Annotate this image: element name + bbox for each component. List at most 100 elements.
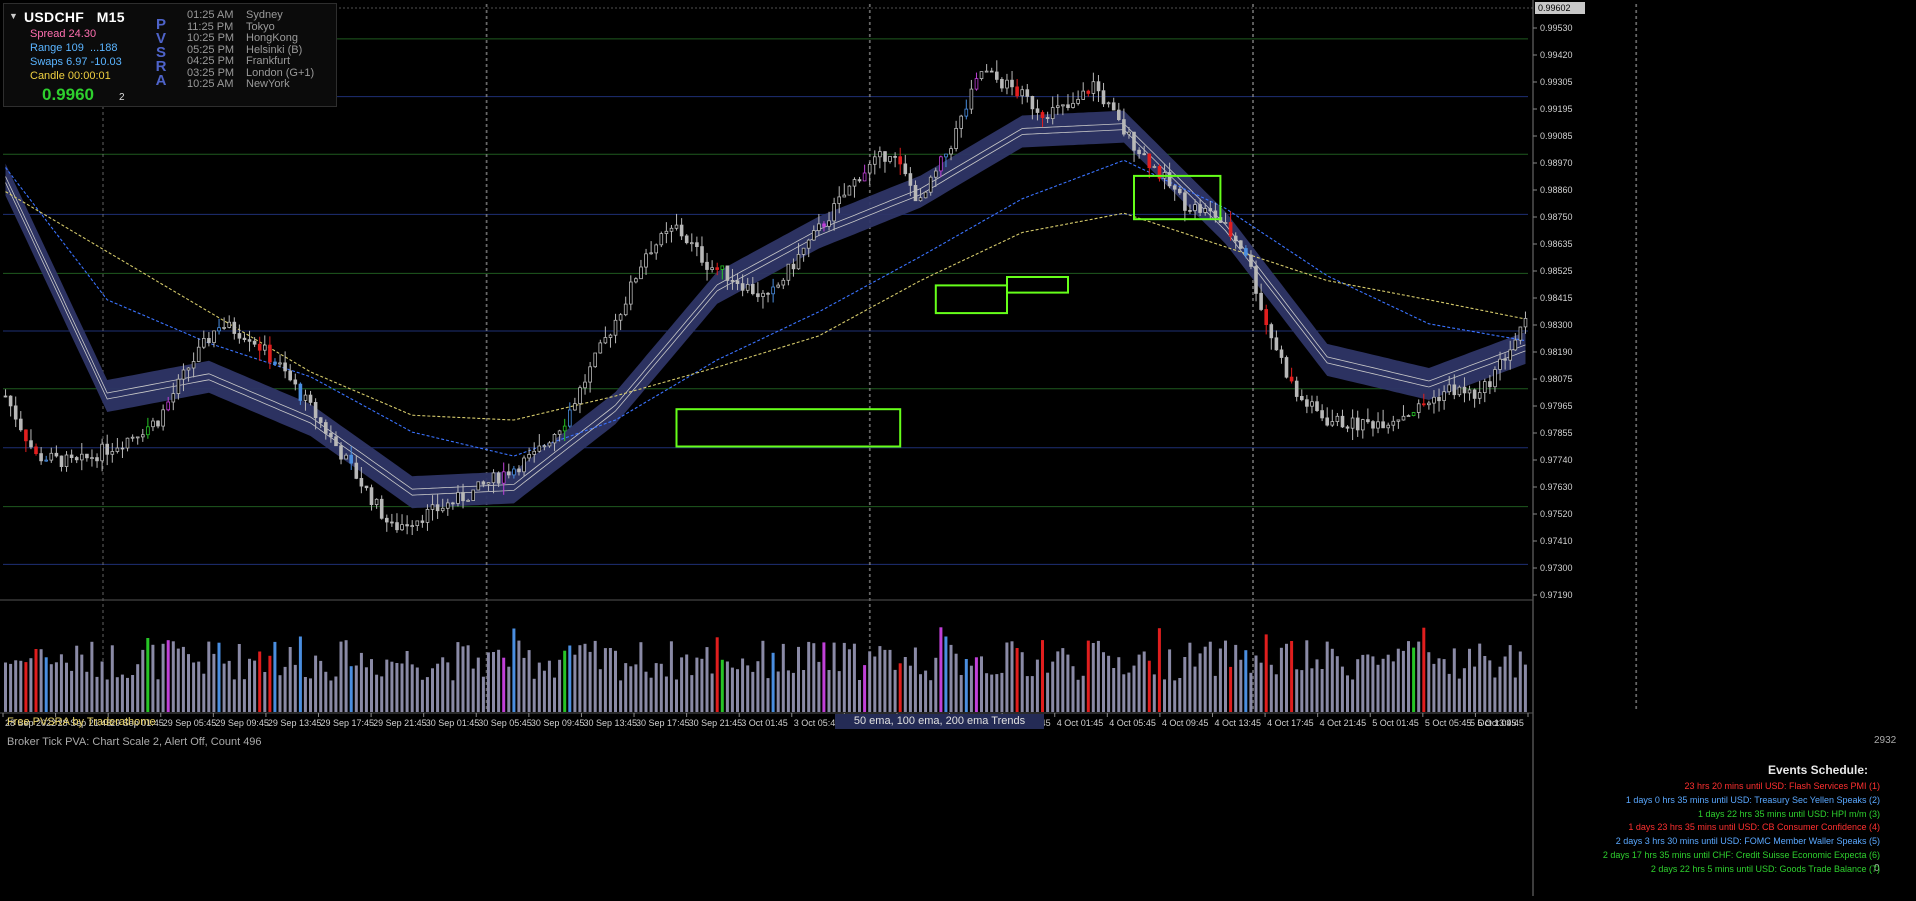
symbol-info-panel: ▼ USDCHF M15 Spread 24.30 Range 109 ...1… — [3, 3, 337, 107]
x-tick-label: 28 Sep 21:45 — [58, 718, 112, 728]
candle-body — [415, 520, 420, 527]
volume-bar — [202, 673, 206, 712]
candle-body — [745, 283, 750, 291]
candle-body — [629, 281, 633, 305]
candle-body — [13, 405, 18, 420]
candle-body — [171, 393, 176, 403]
candle-body — [1142, 153, 1147, 156]
candle-body — [1122, 119, 1126, 135]
volume-bar — [1401, 650, 1405, 712]
candle-body — [135, 436, 140, 439]
candle-body — [954, 127, 958, 149]
volume-bar — [1173, 680, 1177, 712]
session-time: 01:25 AM — [187, 9, 234, 21]
volume-bar — [375, 674, 379, 712]
candle-body — [435, 504, 440, 512]
candle-body — [1086, 90, 1091, 94]
candle-body — [1523, 317, 1528, 328]
swaps-row: Swaps 6.97 -10.03 — [30, 56, 122, 68]
candle-body — [771, 286, 775, 295]
x-tick-label: 29 Sep 17:45 — [321, 718, 375, 728]
candle-body — [1493, 369, 1497, 388]
candle-body — [806, 239, 811, 249]
candle-body — [1071, 103, 1075, 108]
candle-body — [1106, 102, 1111, 105]
candle-body — [1310, 401, 1314, 407]
candle-body — [1132, 131, 1136, 151]
candle-body — [273, 361, 277, 365]
candle-body — [8, 395, 13, 407]
candle-body — [730, 279, 735, 282]
volume-bar — [908, 665, 912, 712]
volume-bar — [212, 653, 216, 712]
volume-bar — [1300, 670, 1304, 712]
candle-body — [379, 498, 384, 519]
candle-body — [1462, 386, 1467, 394]
session-name: Tokyo — [246, 20, 275, 33]
volume-bar — [364, 667, 368, 712]
volume-bar — [766, 678, 770, 712]
event-item: 1 days 0 hrs 35 mins until USD: Treasury… — [1625, 794, 1880, 805]
ema200-line — [5, 191, 1526, 421]
candle-body — [395, 522, 399, 531]
candle-body — [1477, 392, 1482, 399]
volume-bar — [1290, 641, 1294, 712]
candle-body — [934, 170, 938, 178]
volume-bar — [786, 670, 790, 712]
candle-body — [176, 378, 181, 395]
x-tick-label: 29 Sep 21:45 — [373, 718, 427, 728]
volume-bar — [146, 638, 150, 712]
volume-bar — [471, 668, 475, 712]
volume-bar — [1157, 628, 1161, 712]
volume-bar — [54, 662, 58, 712]
volume-bar — [898, 663, 902, 712]
candle-body — [196, 346, 201, 362]
candle-body — [1091, 81, 1096, 94]
volume-bar — [395, 663, 399, 712]
candle-body — [54, 452, 59, 457]
candle-body — [506, 471, 511, 476]
symbol-title: USDCHF M15 — [24, 9, 125, 25]
volume-bar — [85, 671, 89, 712]
candle-body — [1167, 172, 1172, 187]
volume-bar — [817, 661, 821, 712]
volume-bar — [624, 663, 628, 712]
volume-bar — [1147, 660, 1151, 712]
x-tick-label: 4 Oct 13:45 — [1214, 718, 1261, 728]
volume-bar — [1056, 651, 1060, 712]
volume-bar — [425, 677, 429, 712]
volume-bar — [542, 670, 546, 712]
candle-body — [969, 88, 974, 110]
volume-bar — [4, 662, 7, 712]
volume-bar — [903, 657, 907, 712]
volume-bar — [1203, 646, 1207, 712]
volume-bar — [1498, 666, 1502, 712]
session-name: Frankfurt — [246, 55, 291, 67]
candle-body — [644, 253, 648, 268]
volume-bar — [1122, 674, 1126, 712]
volume-bar — [883, 649, 887, 712]
candle-body — [501, 471, 506, 484]
volume-bar — [634, 664, 638, 712]
candle-timer-row: Candle 00:00:01 — [30, 70, 111, 82]
volume-bar — [1407, 641, 1410, 712]
candle-body — [959, 115, 963, 129]
volume-bar — [1102, 652, 1105, 712]
volume-bar — [1518, 651, 1522, 712]
candle-body — [766, 292, 770, 295]
volume-axis-zero: 0 — [1874, 863, 1880, 874]
collapse-triangle-icon[interactable]: ▼ — [9, 11, 18, 21]
candle-body — [349, 454, 353, 464]
candle-body — [1345, 426, 1350, 429]
candle-body — [1361, 419, 1365, 431]
volume-bar — [1066, 654, 1070, 712]
volume-bar — [44, 657, 48, 712]
x-tick-label: 4 Oct 05:45 — [1109, 718, 1156, 728]
y-tick-label: 0.98190 — [1540, 347, 1573, 357]
candle-body — [1432, 396, 1436, 404]
volume-bar — [268, 655, 272, 712]
volume-bar — [1188, 642, 1192, 712]
volume-bar — [919, 674, 922, 712]
